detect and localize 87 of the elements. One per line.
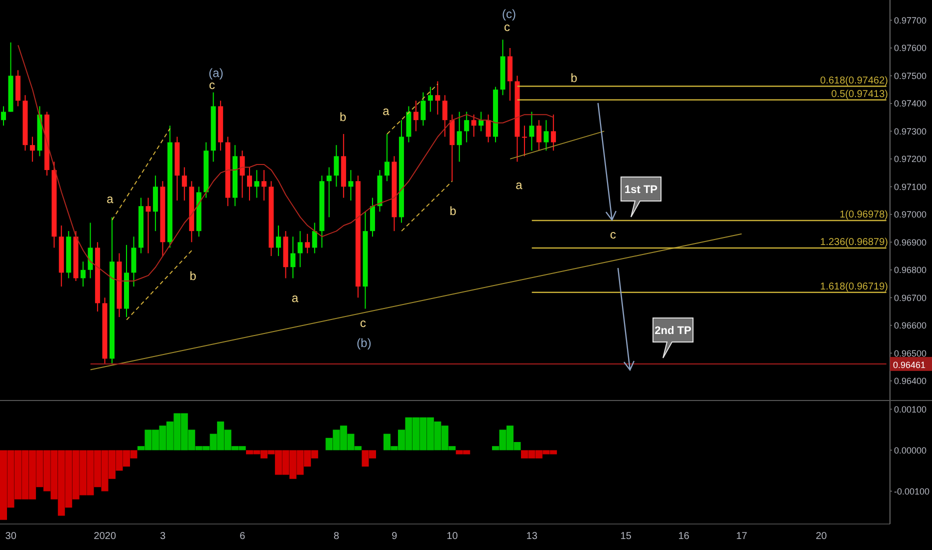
x-tick-label: 20 bbox=[816, 531, 828, 542]
annotation: c bbox=[610, 228, 616, 242]
x-tick-label: 3 bbox=[160, 531, 166, 542]
x-tick-label: 8 bbox=[334, 531, 340, 542]
candlestick bbox=[334, 144, 339, 188]
annotation: 2nd TP bbox=[654, 325, 692, 337]
y-tick-label: 0.96600 bbox=[894, 320, 927, 331]
candlestick bbox=[536, 120, 542, 152]
candlestick bbox=[290, 236, 296, 279]
x-tick-label: 30 bbox=[5, 531, 17, 542]
y-tick-label: 0.00100 bbox=[894, 404, 927, 414]
annotation: (a) bbox=[208, 66, 224, 80]
y-tick-label: 0.96800 bbox=[894, 265, 927, 276]
candlestick bbox=[478, 111, 484, 132]
candlestick bbox=[146, 197, 151, 254]
candlestick bbox=[456, 111, 462, 162]
x-tick-label: 15 bbox=[620, 531, 632, 542]
candlestick bbox=[1, 106, 6, 126]
candlestick bbox=[254, 170, 260, 198]
y-tick-label: 0.96900 bbox=[894, 237, 927, 248]
candlestick bbox=[30, 136, 35, 162]
line-series bbox=[18, 44, 554, 282]
y-tick-label: 0.97500 bbox=[894, 70, 927, 81]
candlestick bbox=[348, 170, 354, 202]
annotation: a bbox=[106, 192, 114, 206]
y-tick-label: 0.97200 bbox=[894, 154, 927, 164]
y-tick-label: 0.97400 bbox=[894, 98, 927, 109]
candlestick bbox=[326, 166, 332, 218]
x-tick-label: 16 bbox=[678, 531, 690, 542]
x-tick-label: 6 bbox=[240, 531, 246, 542]
ref-line-label: 1(0.96978) bbox=[840, 210, 888, 221]
candlestick bbox=[304, 233, 310, 254]
candlestick bbox=[464, 111, 470, 143]
candlestick bbox=[182, 166, 187, 202]
candlestick bbox=[529, 111, 534, 152]
candlestick bbox=[486, 114, 491, 143]
ref-line-label: 1.618(0.96719) bbox=[820, 281, 888, 292]
y-tick-label: 0.96400 bbox=[894, 376, 927, 386]
annotation: b bbox=[570, 71, 578, 85]
annotation: b bbox=[190, 269, 197, 283]
candlestick bbox=[80, 261, 86, 288]
y-tick-label: 0.97000 bbox=[894, 210, 927, 220]
annotation: c bbox=[209, 78, 215, 92]
candlestick bbox=[298, 230, 303, 268]
annotation: c bbox=[360, 316, 366, 330]
x-tick-label: 9 bbox=[392, 531, 398, 542]
ref-line-label: 1.236(0.96879) bbox=[820, 236, 888, 248]
candlestick bbox=[88, 222, 93, 279]
candlestick bbox=[240, 150, 245, 198]
x-tick-label: 13 bbox=[526, 531, 538, 542]
annotation: a bbox=[382, 104, 390, 118]
ref-line-label: 0.618(0.97462) bbox=[820, 75, 888, 86]
y-tick-label: 0.97700 bbox=[894, 15, 927, 26]
candlestick bbox=[544, 120, 549, 152]
y-tick-label: 0.96500 bbox=[894, 348, 927, 358]
candlestick bbox=[420, 92, 426, 126]
annotation: a bbox=[516, 178, 523, 192]
candlestick bbox=[247, 166, 252, 202]
candlestick bbox=[550, 114, 556, 152]
x-tick-label: 17 bbox=[736, 531, 748, 542]
candlestick bbox=[471, 114, 476, 138]
candlestick bbox=[442, 94, 448, 138]
y-tick-label: 0.97600 bbox=[894, 43, 927, 54]
candlestick bbox=[312, 222, 318, 254]
x-tick-label: 2020 bbox=[94, 531, 116, 542]
candlestick bbox=[384, 133, 390, 182]
ref-line-label: 0.5(0.97413) bbox=[831, 88, 888, 100]
annotation: (b) bbox=[356, 336, 372, 350]
annotation: 1st TP bbox=[624, 184, 658, 196]
y-tick-label: 0.96700 bbox=[894, 292, 927, 303]
annotation: b bbox=[340, 110, 347, 124]
annotation: c bbox=[504, 20, 510, 34]
y-tick-label: 0.97300 bbox=[894, 126, 927, 136]
y-tick-label: -0.00100 bbox=[894, 486, 930, 496]
annotation: (c) bbox=[502, 7, 516, 21]
y-tick-label: 0.97100 bbox=[894, 182, 927, 192]
candlestick bbox=[413, 100, 418, 132]
candlestick bbox=[522, 125, 527, 157]
candlestick bbox=[435, 80, 440, 116]
y-tick-label: 0.00000 bbox=[894, 445, 927, 456]
candlestick bbox=[276, 225, 281, 257]
annotation: b bbox=[450, 204, 457, 218]
candlestick bbox=[428, 86, 433, 112]
candlestick bbox=[261, 170, 266, 202]
ref-line-label: 0.96461 bbox=[893, 360, 926, 370]
annotation: a bbox=[292, 291, 299, 305]
x-tick-label: 10 bbox=[446, 531, 458, 542]
